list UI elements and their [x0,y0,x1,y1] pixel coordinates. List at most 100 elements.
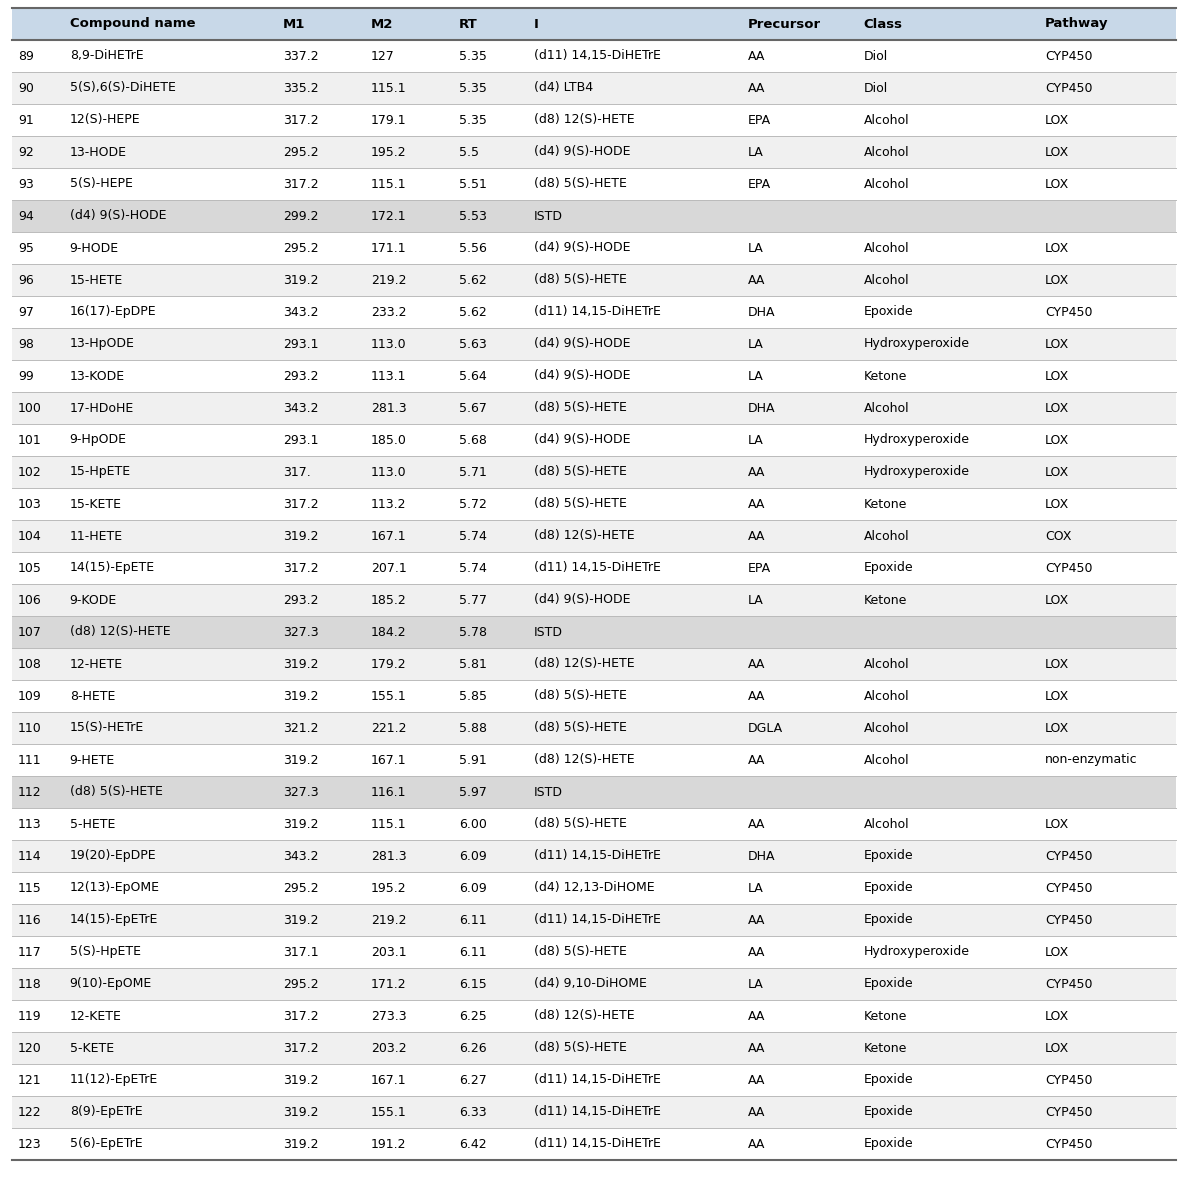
Text: 116.1: 116.1 [371,785,406,798]
Text: 155.1: 155.1 [371,689,406,702]
Text: 319.2: 319.2 [283,1106,318,1118]
Text: 13-HODE: 13-HODE [70,145,127,158]
Text: 179.1: 179.1 [371,114,406,126]
Text: 167.1: 167.1 [371,530,406,543]
Text: 105: 105 [18,562,42,575]
Bar [12,424,1176,456]
Text: AA: AA [747,466,765,479]
Text: 5.35: 5.35 [459,50,487,63]
Text: 281.3: 281.3 [371,849,406,862]
Text: non-enzymatic: non-enzymatic [1045,753,1138,766]
Bar [12,1032,1176,1064]
Text: DHA: DHA [747,849,775,862]
Text: 167.1: 167.1 [371,1074,406,1087]
Text: Alcohol: Alcohol [864,114,910,126]
Text: 12-KETE: 12-KETE [70,1010,121,1023]
Text: 111: 111 [18,753,42,766]
Text: EPA: EPA [747,114,771,126]
Text: 5(S),6(S)-DiHETE: 5(S),6(S)-DiHETE [70,82,176,95]
Text: LA: LA [747,337,763,350]
Text: 5(S)-HpETE: 5(S)-HpETE [70,946,140,959]
Text: LOX: LOX [1045,402,1069,415]
Bar [12,1000,1176,1032]
Text: 8(9)-EpETrE: 8(9)-EpETrE [70,1106,143,1118]
Text: CYP450: CYP450 [1045,82,1093,95]
Text: (d8) 12(S)-HETE: (d8) 12(S)-HETE [70,626,170,638]
Text: 319.2: 319.2 [283,530,318,543]
Text: 91: 91 [18,114,33,126]
Text: LA: LA [747,594,763,607]
Text: 295.2: 295.2 [283,145,318,158]
Text: 5.74: 5.74 [459,562,487,575]
Text: Diol: Diol [864,82,889,95]
Text: 5.85: 5.85 [459,689,487,702]
Bar [12,328,1176,360]
Text: 5.71: 5.71 [459,466,487,479]
Text: 155.1: 155.1 [371,1106,406,1118]
Text: 5-KETE: 5-KETE [70,1042,114,1055]
Text: Alcohol: Alcohol [864,817,910,830]
Text: 5.74: 5.74 [459,530,487,543]
Text: LOX: LOX [1045,273,1069,286]
Text: (d8) 5(S)-HETE: (d8) 5(S)-HETE [535,817,627,830]
Text: 8-HETE: 8-HETE [70,689,115,702]
Text: CYP450: CYP450 [1045,849,1093,862]
Bar [12,552,1176,584]
Text: 5.72: 5.72 [459,498,487,511]
Text: 317.2: 317.2 [283,1010,318,1023]
Text: LOX: LOX [1045,241,1069,254]
Bar [12,360,1176,392]
Text: (d11) 14,15-DiHETrE: (d11) 14,15-DiHETrE [535,914,661,927]
Text: 317.2: 317.2 [283,498,318,511]
Bar [12,296,1176,328]
Text: Ketone: Ketone [864,1010,908,1023]
Text: Alcohol: Alcohol [864,145,910,158]
Text: 113: 113 [18,817,42,830]
Text: (d4) 9(S)-HODE: (d4) 9(S)-HODE [535,594,631,607]
Text: 93: 93 [18,177,33,190]
Text: AA: AA [747,914,765,927]
Text: Compound name: Compound name [70,18,195,31]
Bar [12,617,1176,647]
Text: 293.1: 293.1 [283,337,318,350]
Text: 15-HpETE: 15-HpETE [70,466,131,479]
Text: Epoxide: Epoxide [864,1137,914,1150]
Text: AA: AA [747,689,765,702]
Text: 120: 120 [18,1042,42,1055]
Text: 327.3: 327.3 [283,626,318,638]
Text: 15(S)-HETrE: 15(S)-HETrE [70,721,144,734]
Text: 172.1: 172.1 [371,209,406,222]
Text: AA: AA [747,498,765,511]
Bar [12,1097,1176,1127]
Text: 295.2: 295.2 [283,978,318,991]
Text: DHA: DHA [747,305,775,318]
Text: DGLA: DGLA [747,721,783,734]
Text: 293.1: 293.1 [283,434,318,447]
Text: 337.2: 337.2 [283,50,318,63]
Text: CYP450: CYP450 [1045,914,1093,927]
Text: 123: 123 [18,1137,42,1150]
Text: (d4) 9(S)-HODE: (d4) 9(S)-HODE [535,337,631,350]
Text: 335.2: 335.2 [283,82,318,95]
Text: 103: 103 [18,498,42,511]
Text: (d4) 9(S)-HODE: (d4) 9(S)-HODE [535,241,631,254]
Bar [12,744,1176,776]
Bar [12,872,1176,904]
Text: Epoxide: Epoxide [864,849,914,862]
Text: 95: 95 [18,241,34,254]
Bar [12,936,1176,968]
Text: LOX: LOX [1045,114,1069,126]
Text: 185.0: 185.0 [371,434,407,447]
Text: AA: AA [747,817,765,830]
Text: CYP450: CYP450 [1045,305,1093,318]
Text: LOX: LOX [1045,434,1069,447]
Text: 5(6)-EpETrE: 5(6)-EpETrE [70,1137,143,1150]
Text: LOX: LOX [1045,817,1069,830]
Text: 113.0: 113.0 [371,337,406,350]
Text: LOX: LOX [1045,689,1069,702]
Text: LOX: LOX [1045,369,1069,383]
Text: 6.11: 6.11 [459,946,487,959]
Text: (d8) 5(S)-HETE: (d8) 5(S)-HETE [70,785,163,798]
Text: (d8) 12(S)-HETE: (d8) 12(S)-HETE [535,114,634,126]
Text: AA: AA [747,1074,765,1087]
